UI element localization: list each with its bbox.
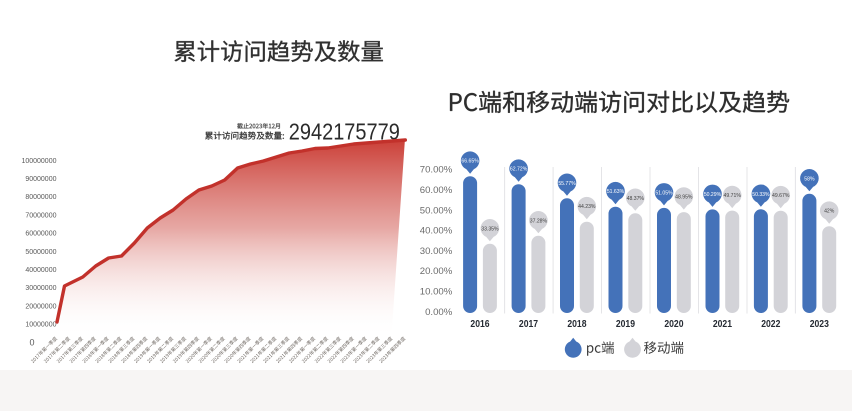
svg-text:51.05%: 51.05%	[655, 190, 673, 196]
svg-text:70.00%: 70.00%	[420, 165, 453, 176]
svg-text:48.95%: 48.95%	[675, 194, 693, 200]
svg-text:80000000: 80000000	[25, 194, 56, 201]
svg-text:30000000: 30000000	[25, 285, 56, 292]
svg-text:48.37%: 48.37%	[627, 196, 645, 202]
svg-text:49.67%: 49.67%	[772, 193, 790, 199]
svg-text:55.77%: 55.77%	[558, 181, 576, 187]
svg-text:42%: 42%	[824, 208, 834, 214]
svg-text:30.00%: 30.00%	[420, 246, 453, 257]
svg-text:51.63%: 51.63%	[607, 189, 625, 195]
svg-text:2023: 2023	[810, 319, 829, 330]
svg-text:10000000: 10000000	[25, 322, 56, 329]
svg-text:20000000: 20000000	[25, 303, 56, 310]
svg-text:58%: 58%	[804, 176, 814, 182]
svg-text:2021: 2021	[713, 319, 732, 330]
svg-text:60000000: 60000000	[25, 231, 56, 238]
svg-text:90000000: 90000000	[25, 176, 56, 183]
svg-text:0: 0	[29, 337, 34, 347]
svg-text:50.00%: 50.00%	[420, 205, 453, 216]
svg-text:50.29%: 50.29%	[704, 192, 722, 198]
svg-text:2019: 2019	[616, 319, 635, 330]
svg-text:2018: 2018	[567, 319, 586, 330]
svg-text:20.00%: 20.00%	[420, 266, 453, 277]
svg-text:62.72%: 62.72%	[510, 166, 528, 172]
svg-text:100000000: 100000000	[21, 158, 56, 165]
svg-text:40000000: 40000000	[25, 267, 56, 274]
svg-text:60.00%: 60.00%	[420, 185, 453, 196]
svg-text:50000000: 50000000	[25, 249, 56, 256]
svg-text:33.35%: 33.35%	[481, 226, 499, 232]
svg-text:44.23%: 44.23%	[578, 204, 596, 210]
svg-text:2017: 2017	[519, 319, 538, 330]
svg-text:2016: 2016	[470, 319, 489, 330]
svg-text:2020: 2020	[664, 319, 683, 330]
svg-text:0.00%: 0.00%	[425, 307, 453, 318]
svg-text:37.28%: 37.28%	[530, 218, 548, 224]
svg-text:66.65%: 66.65%	[461, 158, 479, 164]
svg-text:40.00%: 40.00%	[420, 226, 453, 237]
svg-text:50.33%: 50.33%	[752, 192, 770, 198]
svg-text:70000000: 70000000	[25, 212, 56, 219]
svg-text:2022: 2022	[761, 319, 780, 330]
svg-text:49.71%: 49.71%	[724, 193, 742, 199]
svg-text:10.00%: 10.00%	[420, 287, 453, 298]
